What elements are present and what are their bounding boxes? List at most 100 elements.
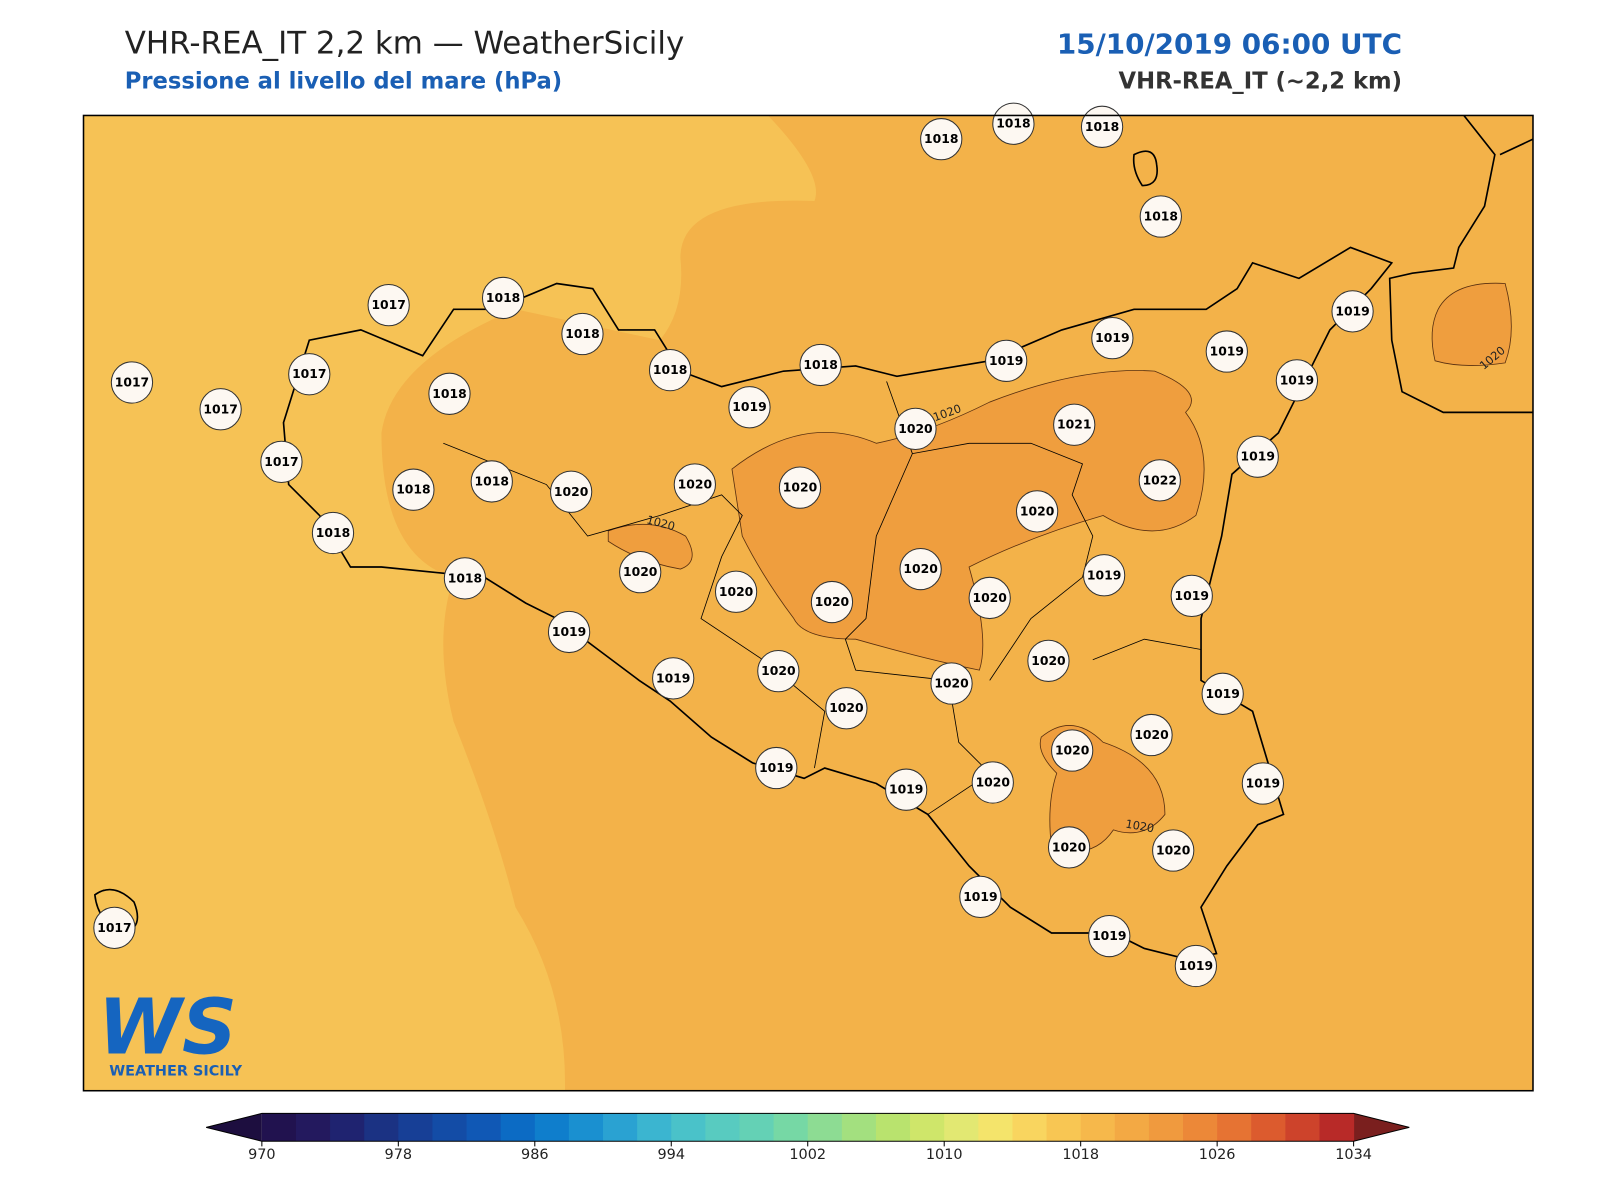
station: 1018	[799, 343, 842, 387]
station-value: 1017	[292, 367, 326, 381]
station: 1020	[899, 547, 942, 591]
station: 1020	[757, 649, 800, 693]
coastline	[93, 114, 1534, 960]
mainland-coast	[1388, 114, 1533, 414]
station-marker	[1152, 829, 1195, 872]
colorbar-swatch	[807, 1113, 843, 1142]
station-value: 1019	[656, 671, 690, 685]
station-value: 1019	[732, 400, 766, 414]
station-value: 1018	[316, 526, 350, 540]
station-marker	[959, 875, 1002, 919]
colorbar-swatch	[568, 1113, 604, 1142]
colorbar-swatch	[1012, 1113, 1048, 1142]
colorbar-swatch	[1046, 1113, 1082, 1142]
station-value: 1019	[1210, 345, 1244, 359]
station-marker	[428, 372, 471, 415]
colorbar-swatch	[261, 1113, 297, 1142]
station-marker	[810, 580, 854, 624]
station-value: 1018	[1144, 209, 1178, 223]
colorbar-swatch	[432, 1113, 468, 1142]
station: 1019	[1236, 435, 1279, 478]
station: 1020	[1027, 639, 1070, 682]
station-marker	[1051, 729, 1094, 772]
station-value: 1018	[653, 363, 687, 377]
station-marker	[1201, 672, 1244, 715]
colorbar-swatch	[1319, 1113, 1355, 1142]
station-value: 1022	[1143, 473, 1177, 487]
station-marker	[547, 610, 591, 654]
station-value: 1018	[565, 327, 599, 341]
station-marker	[1236, 435, 1279, 478]
station-marker	[481, 276, 525, 320]
station-value: 1020	[1156, 844, 1191, 858]
station-marker	[1130, 713, 1173, 757]
station-value: 1019	[989, 354, 1023, 368]
station-marker	[968, 576, 1011, 620]
station-marker	[1275, 359, 1319, 402]
station-marker	[1091, 317, 1134, 360]
station: 1020	[714, 570, 758, 613]
stations: 1018 1018 1018 1018 1017 1018 1018 1018 1018 1019…	[93, 102, 1374, 988]
colorbar-swatch	[671, 1113, 706, 1142]
colorbar-tick-label: 1018	[1062, 1147, 1099, 1163]
station-value: 1019	[1205, 687, 1239, 701]
contour-label: 1020	[1124, 817, 1155, 836]
station: 1019	[1275, 359, 1319, 402]
station-value: 1020	[554, 485, 589, 499]
colorbar-swatch	[1251, 1113, 1286, 1142]
station-value: 1020	[972, 591, 1007, 605]
station-marker	[1015, 490, 1059, 533]
station: 1019	[1170, 574, 1213, 618]
colorbar-swatch	[500, 1113, 536, 1142]
subtitle: Pressione al livello del mare (hPa)	[125, 69, 562, 95]
station-value: 1017	[97, 921, 131, 935]
station: 1019	[1331, 290, 1374, 333]
station-marker	[714, 570, 758, 613]
station: 1018	[481, 276, 525, 320]
station-marker	[899, 547, 942, 591]
station-marker	[1082, 554, 1126, 597]
station-value: 1020	[1134, 728, 1169, 742]
station-value: 1019	[1092, 929, 1126, 943]
station-value: 1017	[264, 455, 298, 469]
island-outline	[282, 246, 1394, 960]
station: 1019	[1201, 672, 1244, 715]
station: 1017	[93, 906, 136, 949]
colorbar-swatch	[1285, 1113, 1321, 1142]
station: 1020	[673, 463, 716, 506]
station-marker	[443, 557, 487, 600]
station-value: 1020	[1020, 504, 1055, 518]
station-value: 1020	[678, 478, 713, 492]
colorbar-swatch	[534, 1113, 570, 1142]
station-value: 1020	[1052, 840, 1087, 854]
station-value: 1019	[1280, 373, 1314, 387]
colorbar-swatch	[1080, 1113, 1116, 1142]
colorbar-swatch	[398, 1113, 433, 1142]
station: 1017	[199, 388, 242, 431]
station: 1018	[561, 312, 604, 356]
station-marker	[619, 551, 662, 594]
station-value: 1017	[115, 375, 149, 389]
colorbar-swatch	[295, 1113, 331, 1142]
station-marker	[1138, 459, 1181, 502]
colorbar-swatch	[466, 1113, 502, 1142]
island-outline	[1132, 150, 1158, 187]
station-marker	[288, 353, 331, 396]
station: 1020	[1152, 829, 1195, 872]
station-value: 1018	[803, 358, 837, 372]
station: 1021	[1053, 403, 1096, 446]
station-value: 1020	[898, 422, 933, 436]
station-value: 1020	[829, 701, 864, 715]
map-frame	[82, 114, 1534, 1092]
station-value: 1020	[783, 481, 818, 495]
station-marker	[894, 407, 937, 450]
station-marker	[728, 386, 771, 429]
colorbar-swatch	[875, 1113, 911, 1142]
station: 1020	[968, 576, 1011, 620]
station-value: 1020	[976, 775, 1011, 789]
colorbar-over	[1353, 1113, 1410, 1142]
station-marker	[1053, 403, 1096, 446]
station: 1017	[367, 284, 410, 327]
station-value: 1019	[963, 890, 997, 904]
station: 1019	[1091, 317, 1134, 360]
